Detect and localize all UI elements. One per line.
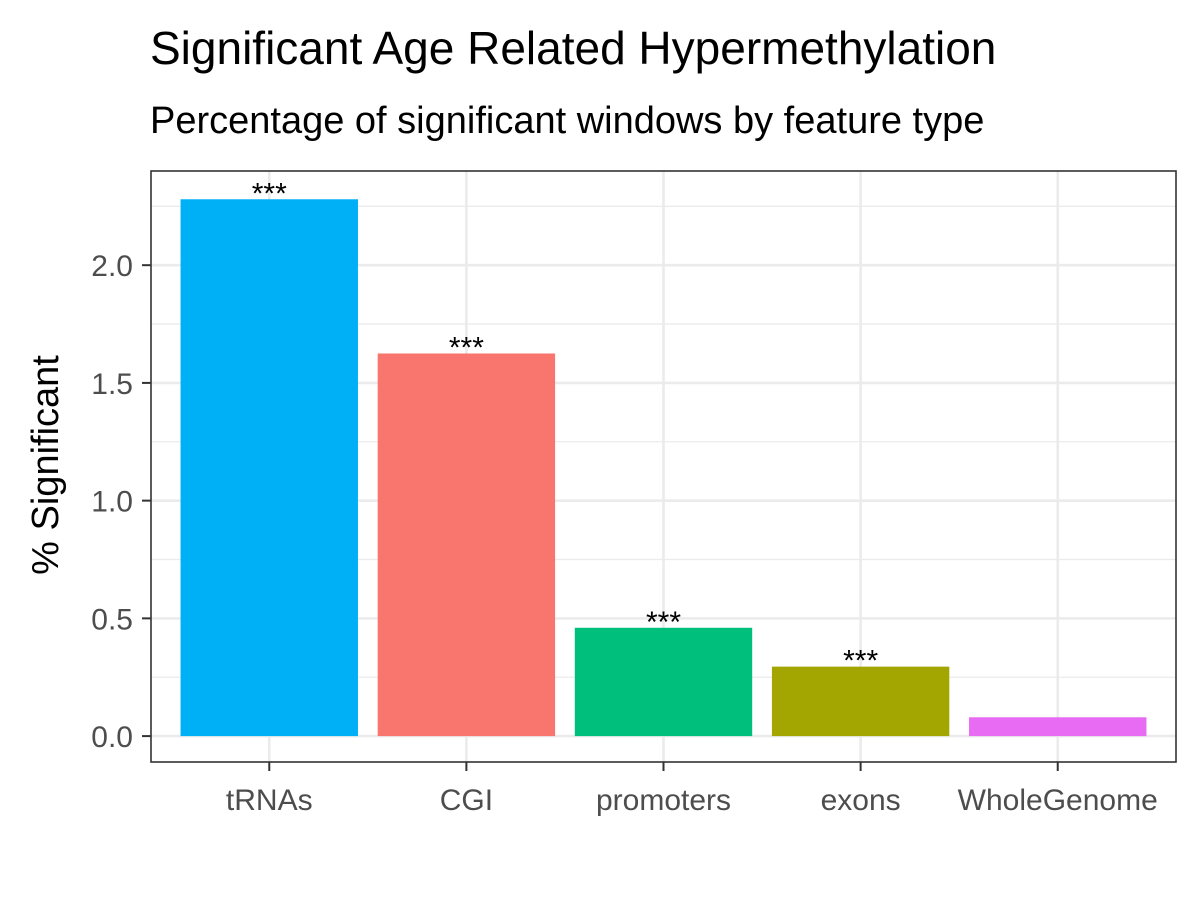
y-tick-label: 1.5 [91, 368, 133, 401]
significance-label: *** [843, 645, 878, 678]
x-tick-label: CGI [440, 784, 493, 817]
axes: 0.0 0.5 1.0 1.5 2.0 tRNAs CGI promoters exons Who… [91, 250, 1158, 817]
bar-trnas [180, 199, 358, 737]
y-tick-label: 1.0 [91, 486, 133, 519]
bar-wholegenome [969, 717, 1147, 737]
bar-exons [771, 666, 950, 737]
significance-label: *** [646, 606, 681, 639]
x-tick-label: WholeGenome [958, 784, 1158, 817]
chart-title: Significant Age Related Hypermethylation [150, 22, 996, 74]
chart-subtitle: Percentage of significant windows by fea… [150, 100, 984, 142]
significance-label: *** [449, 331, 484, 364]
significance-label: *** [252, 177, 287, 210]
x-tick-label: exons [821, 784, 901, 817]
bars [180, 199, 1147, 737]
significance-labels: *** *** *** *** [252, 177, 879, 677]
x-tick-label: tRNAs [226, 784, 313, 817]
x-tick-label: promoters [596, 784, 731, 817]
y-tick-label: 0.0 [91, 721, 133, 754]
y-tick-label: 2.0 [91, 250, 133, 283]
bar-cgi [377, 353, 556, 737]
y-tick-label: 0.5 [91, 603, 133, 636]
y-axis-label: % Significant [25, 355, 67, 575]
bar-promoters [574, 627, 753, 737]
